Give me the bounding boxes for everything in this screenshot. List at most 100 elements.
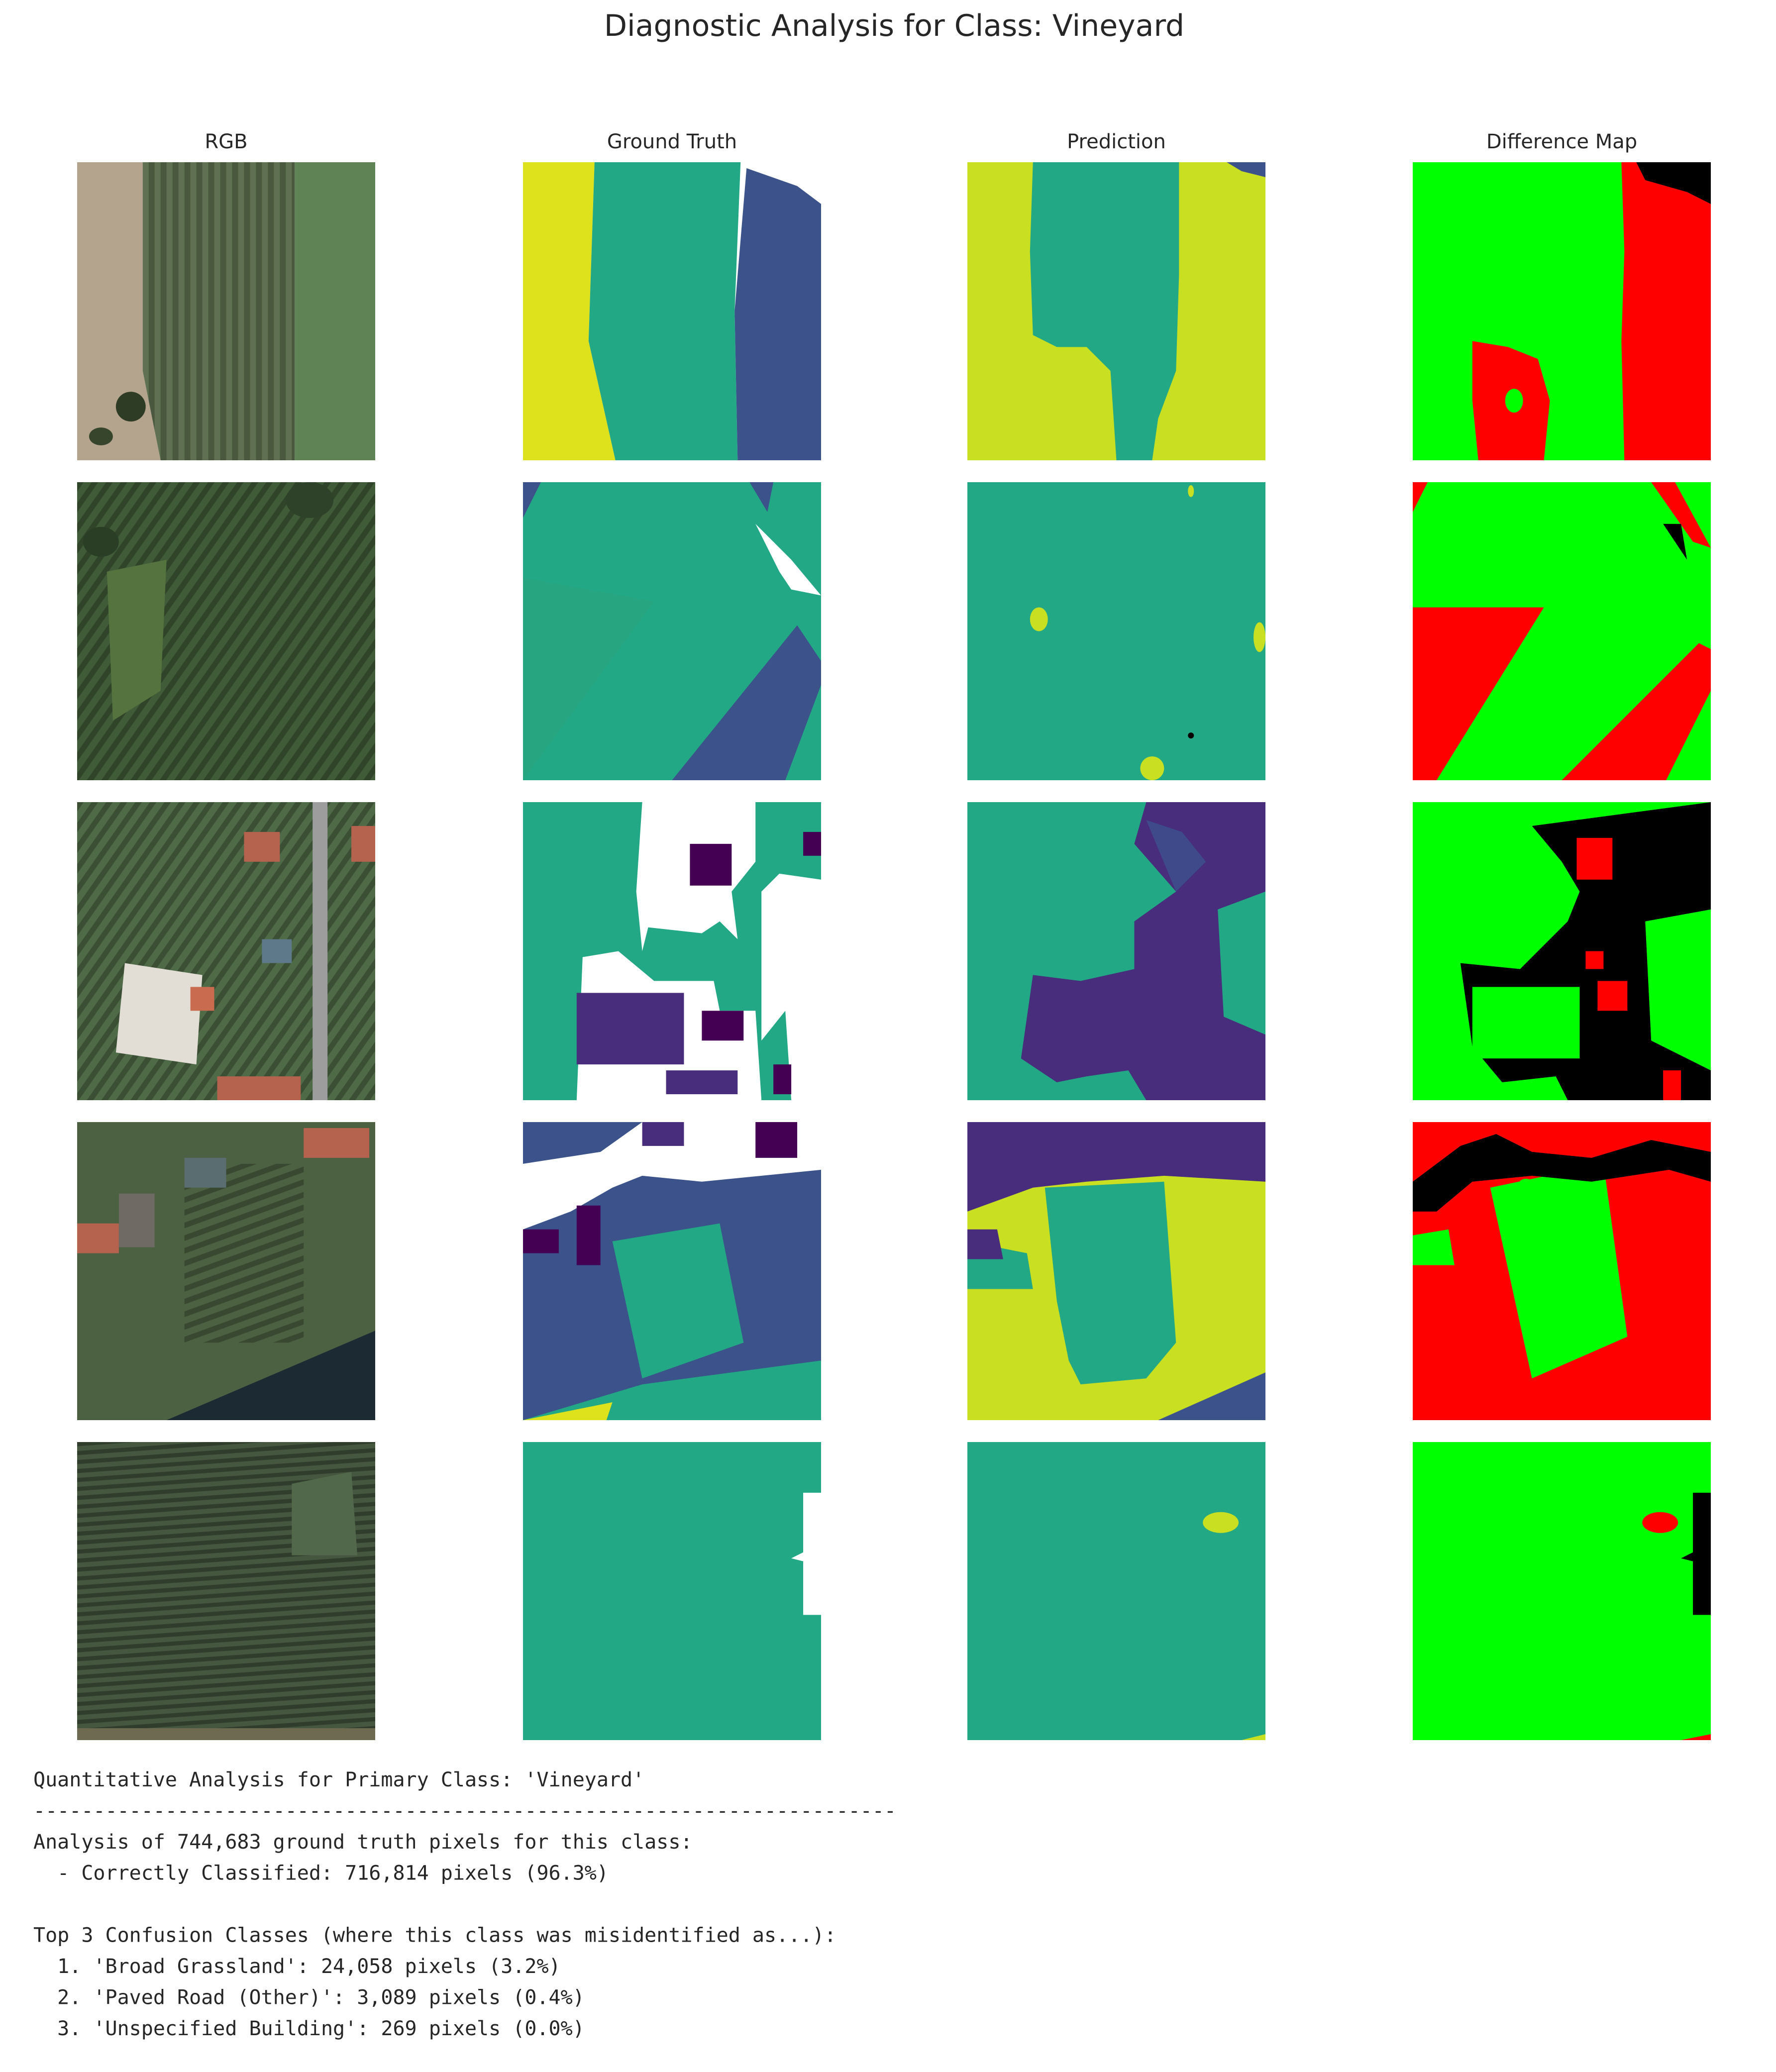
- region: [77, 162, 161, 460]
- report-line: 2. 'Paved Road (Other)': 3,089 pixels (0…: [33, 1986, 585, 2009]
- region: [967, 1122, 1265, 1212]
- prediction-mask: [967, 1122, 1265, 1420]
- region: [1413, 607, 1544, 780]
- region: [523, 1229, 559, 1253]
- report-line: 1. 'Broad Grassland': 24,058 pixels (3.2…: [33, 1955, 561, 1978]
- region: [351, 826, 375, 862]
- difference-map: [1413, 1122, 1711, 1420]
- column-header: Difference Map: [1486, 130, 1637, 153]
- rgb-image: [77, 482, 375, 780]
- report-line: 3. 'Unspecified Building': 269 pixels (0…: [33, 2017, 585, 2040]
- region: [304, 1128, 370, 1158]
- region: [115, 392, 146, 422]
- region: [1621, 162, 1711, 460]
- region: [1517, 1178, 1535, 1197]
- region: [1021, 802, 1265, 1100]
- region: [286, 482, 334, 518]
- region: [1490, 1163, 1628, 1379]
- region: [89, 427, 113, 446]
- ground-truth-mask: [523, 1442, 821, 1740]
- ground-truth-mask: [523, 482, 821, 780]
- region: [1663, 523, 1687, 560]
- region: [523, 162, 616, 460]
- region: [967, 1229, 1003, 1259]
- region: [1188, 732, 1194, 739]
- region: [313, 802, 328, 1100]
- region: [1152, 936, 1176, 966]
- region: [184, 1157, 226, 1188]
- region: [1576, 837, 1613, 880]
- region: [576, 993, 684, 1065]
- region: [77, 802, 375, 1100]
- ground-truth-mask: [523, 1122, 821, 1420]
- prediction-mask: [967, 162, 1265, 460]
- region: [702, 1011, 744, 1041]
- region: [523, 577, 654, 780]
- region: [1413, 1442, 1711, 1740]
- region: [1140, 756, 1164, 780]
- prediction-mask: [967, 802, 1265, 1100]
- region: [523, 1442, 821, 1740]
- column-header: RGB: [205, 130, 247, 153]
- region: [1562, 643, 1711, 780]
- region: [1472, 987, 1580, 1059]
- region: [576, 1205, 601, 1265]
- region: [588, 162, 741, 460]
- region: [1045, 1181, 1176, 1385]
- difference-map: [1413, 1442, 1711, 1740]
- region: [115, 963, 203, 1065]
- prediction-mask: [967, 482, 1265, 780]
- difference-map: [1413, 482, 1711, 780]
- rgb-image: [77, 802, 375, 1100]
- region: [83, 526, 119, 557]
- figure-title: Diagnostic Analysis for Class: Vineyard: [604, 8, 1184, 43]
- rgb-image: [77, 162, 375, 460]
- region: [77, 1728, 375, 1740]
- region: [773, 1064, 792, 1095]
- region: [734, 168, 821, 460]
- column-header: Prediction: [1067, 130, 1166, 153]
- region: [142, 162, 295, 460]
- report-line: Analysis of 744,683 ground truth pixels …: [33, 1831, 693, 1854]
- region: [523, 1122, 821, 1230]
- report-subheading: Top 3 Confusion Classes (where this clas…: [33, 1924, 836, 1947]
- region: [666, 1070, 738, 1095]
- region: [295, 162, 375, 460]
- region: [1146, 820, 1206, 892]
- region: [803, 831, 821, 856]
- region: [244, 831, 280, 862]
- region: [190, 987, 214, 1011]
- region: [1585, 951, 1604, 969]
- region: [755, 1122, 798, 1158]
- region: [791, 1492, 821, 1615]
- region: [1227, 162, 1265, 177]
- rgb-image: [77, 1442, 375, 1740]
- region: [761, 873, 821, 1100]
- difference-map: [1413, 802, 1711, 1100]
- region: [749, 482, 774, 512]
- region: [1663, 1070, 1681, 1100]
- region: [1636, 162, 1711, 204]
- region: [1413, 1134, 1711, 1212]
- region: [1681, 1492, 1711, 1615]
- report-separator: ----------------------------------------…: [33, 1800, 896, 1823]
- region: [1158, 1372, 1265, 1420]
- region: [690, 843, 732, 886]
- region: [612, 1223, 744, 1379]
- ground-truth-mask: [523, 802, 821, 1100]
- report-line: - Correctly Classified: 716,814 pixels (…: [33, 1862, 609, 1885]
- region: [77, 1223, 119, 1253]
- region: [755, 523, 821, 596]
- region: [217, 1076, 301, 1100]
- region: [1413, 1229, 1455, 1265]
- rgb-image: [77, 1122, 375, 1420]
- column-header: Ground Truth: [607, 130, 737, 153]
- ground-truth-mask: [523, 162, 821, 460]
- region: [1030, 162, 1179, 460]
- region: [1651, 482, 1711, 548]
- region: [1642, 1512, 1678, 1533]
- difference-map: [1413, 162, 1711, 460]
